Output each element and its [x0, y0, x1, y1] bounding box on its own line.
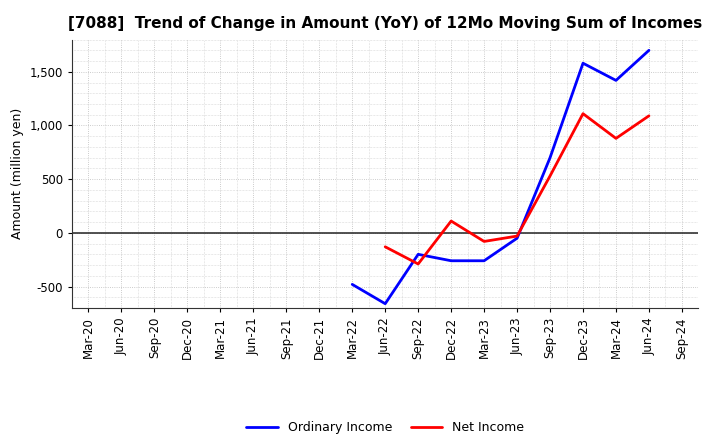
- Legend: Ordinary Income, Net Income: Ordinary Income, Net Income: [241, 416, 529, 439]
- Net Income: [381, 244, 390, 249]
- Net Income: [579, 111, 588, 116]
- Net Income: [447, 218, 456, 224]
- Ordinary Income: [513, 235, 521, 241]
- Ordinary Income: [579, 61, 588, 66]
- Line: Ordinary Income: Ordinary Income: [352, 50, 649, 304]
- Ordinary Income: [644, 48, 653, 53]
- Net Income: [546, 173, 554, 179]
- Net Income: [644, 113, 653, 118]
- Ordinary Income: [381, 301, 390, 306]
- Ordinary Income: [414, 252, 423, 257]
- Ordinary Income: [480, 258, 488, 264]
- Ordinary Income: [546, 155, 554, 160]
- Net Income: [414, 261, 423, 267]
- Ordinary Income: [612, 78, 621, 83]
- Ordinary Income: [447, 258, 456, 264]
- Line: Net Income: Net Income: [385, 114, 649, 264]
- Y-axis label: Amount (million yen): Amount (million yen): [11, 108, 24, 239]
- Net Income: [612, 136, 621, 141]
- Title: [7088]  Trend of Change in Amount (YoY) of 12Mo Moving Sum of Incomes: [7088] Trend of Change in Amount (YoY) o…: [68, 16, 702, 32]
- Ordinary Income: [348, 282, 356, 287]
- Net Income: [513, 234, 521, 239]
- Net Income: [480, 239, 488, 244]
